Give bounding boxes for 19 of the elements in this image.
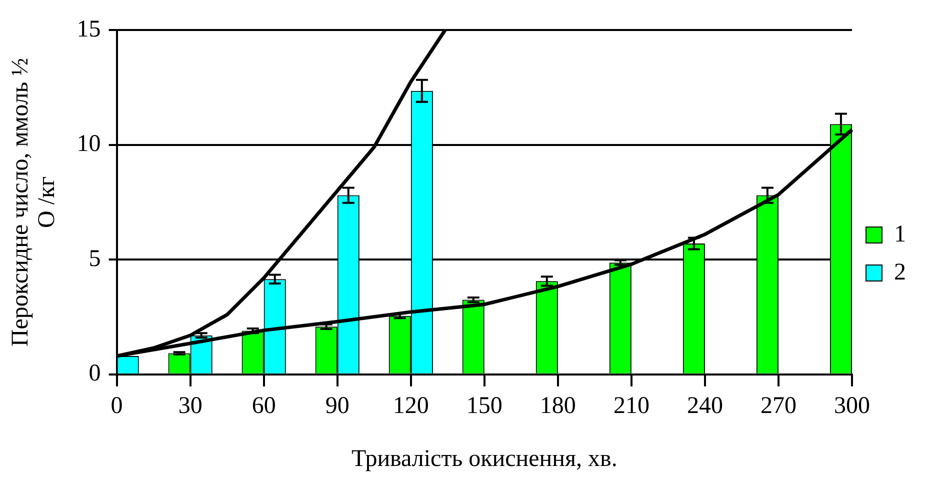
x-tick-label: 0	[110, 393, 123, 420]
x-tick-label: 270	[760, 393, 796, 420]
y-axis-title: Пероксидне число, ммоль ½ O /кг	[7, 58, 60, 347]
y-tick-label: 10	[76, 131, 101, 158]
x-tick-label: 30	[178, 393, 202, 420]
x-tick-label: 60	[252, 393, 276, 420]
y-tick-label: 5	[88, 246, 101, 272]
x-tick-label: 210	[613, 393, 650, 420]
legend-label: 1	[894, 221, 906, 248]
x-tick-label: 300	[834, 393, 870, 420]
x-tick-label: 120	[392, 393, 429, 420]
x-axis-title: Тривалість окиснення, хв.	[351, 446, 618, 472]
x-tick-label: 240	[686, 393, 723, 420]
legend-label: 2	[894, 259, 906, 286]
y-tick-label: 15	[76, 16, 101, 42]
x-tick-label: 180	[540, 393, 576, 420]
x-tick-label: 90	[325, 393, 350, 420]
x-tick-label: 150	[466, 393, 502, 420]
y-tick-label: 0	[88, 360, 101, 387]
